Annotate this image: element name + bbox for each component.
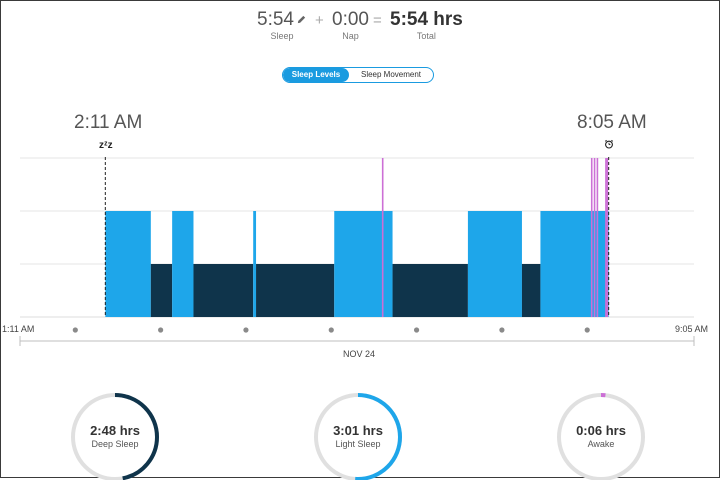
hour-tick-dot — [72, 327, 78, 333]
awake-ring[interactable] — [556, 390, 646, 480]
nap-label: Nap — [342, 31, 359, 41]
sleep-segment-light — [467, 211, 522, 317]
ring-progress — [557, 393, 645, 480]
awake-summary: 0:06 hrs Awake — [551, 423, 651, 450]
hour-tick-dot — [413, 327, 420, 333]
sleep-levels-chart — [19, 155, 695, 346]
sleep-segment-light — [253, 211, 257, 317]
alarm-clock-icon — [604, 139, 614, 149]
sleep-segment-deep — [193, 264, 254, 317]
sleep-start-time: 2:11 AM — [74, 112, 143, 133]
sleep-value: 5:54 — [257, 9, 294, 30]
hour-tick-dot — [499, 327, 505, 333]
sleep-value-row: 5:54 — [257, 9, 307, 31]
sleep-segment-light — [105, 211, 151, 317]
awake-mark — [593, 158, 596, 317]
awake-mark — [590, 158, 593, 317]
axis-start-label: 1:11 AM — [2, 324, 35, 334]
awake-mark — [381, 158, 384, 317]
light-sleep-label: Light Sleep — [335, 439, 381, 449]
zzz-icon: zᶻz — [99, 140, 113, 151]
light-sleep-ring[interactable] — [313, 390, 403, 480]
tab-sleep-levels[interactable]: Sleep Levels — [283, 68, 349, 82]
total-value: 5:54 hrs — [390, 9, 463, 30]
light-sleep-summary: 3:01 hrs Light Sleep — [308, 423, 408, 450]
axis-date-label: NOV 24 — [343, 349, 376, 359]
deep-sleep-summary: 2:48 hrs Deep Sleep — [65, 423, 165, 450]
sleep-segment-deep — [392, 264, 468, 317]
equals-sign: = — [373, 12, 382, 29]
awake-value: 0:06 hrs — [576, 423, 626, 438]
light-sleep-value: 3:01 hrs — [333, 423, 383, 438]
awake-mark — [596, 158, 599, 317]
ring-progress — [314, 393, 402, 480]
hour-tick-dot — [243, 327, 249, 333]
hour-tick-dot — [328, 327, 334, 333]
chart-awake-marks — [381, 158, 609, 317]
deep-sleep-label: Deep Sleep — [91, 439, 139, 449]
deep-sleep-ring[interactable] — [70, 390, 160, 480]
view-toggle: Sleep Levels Sleep Movement — [282, 67, 434, 83]
ring-progress — [71, 393, 159, 480]
sleep-segment-deep — [521, 264, 541, 317]
sleep-segment-deep — [256, 264, 335, 317]
sleep-summary: 5:54 Sleep + 0:00 Nap = 5:54 hrs Total — [0, 9, 722, 49]
awake-mark — [605, 158, 607, 317]
hour-tick-dot — [158, 327, 164, 333]
sleep-segment-light — [540, 211, 609, 317]
nap-item: 0:00 Nap — [332, 9, 369, 41]
awake-label: Awake — [587, 439, 615, 449]
awake-mark — [606, 158, 609, 317]
sleep-segment-light — [172, 211, 194, 317]
total-item: 5:54 hrs Total — [390, 9, 463, 41]
pencil-icon[interactable] — [296, 14, 307, 25]
tab-sleep-movement[interactable]: Sleep Movement — [360, 70, 422, 79]
nap-value: 0:00 — [332, 9, 369, 30]
sleep-total-item[interactable]: 5:54 Sleep — [257, 9, 307, 41]
deep-sleep-value: 2:48 hrs — [90, 423, 140, 438]
plus-sign: + — [315, 12, 324, 29]
hour-tick-dot — [584, 327, 590, 333]
sleep-label: Sleep — [270, 31, 294, 41]
sleep-end-time: 8:05 AM — [577, 112, 647, 133]
chart-bars — [105, 211, 609, 317]
sleep-segment-deep — [150, 264, 173, 317]
total-label: Total — [416, 31, 436, 41]
axis-end-label: 9:05 AM — [675, 324, 709, 334]
chart-axis — [19, 155, 695, 346]
sleep-segment-light — [334, 211, 393, 317]
